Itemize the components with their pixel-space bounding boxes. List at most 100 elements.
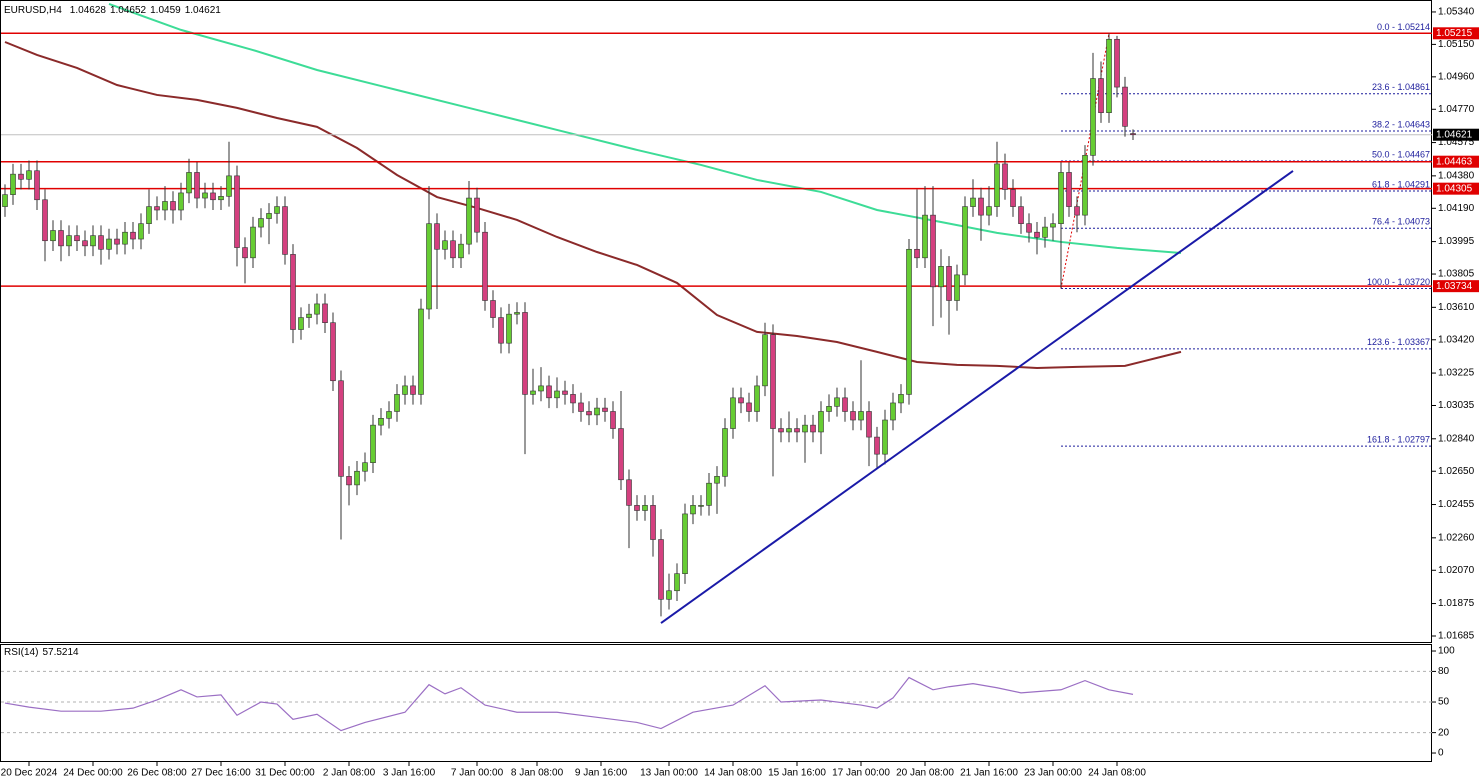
fib-label: 61.8 - 1.04291	[1372, 179, 1430, 189]
candle-body	[898, 394, 904, 404]
fib-label: 50.0 - 1.04467	[1372, 149, 1430, 159]
candle-body	[386, 411, 392, 419]
candle-body	[314, 303, 320, 315]
candle-body	[1130, 133, 1136, 136]
candle-body	[282, 206, 288, 255]
candle-body	[722, 428, 728, 477]
candle-body	[882, 419, 888, 455]
candle-body	[1018, 206, 1024, 224]
candle-body	[1042, 226, 1048, 238]
y-tick-label: 1.04380	[1438, 171, 1475, 182]
x-tick-label: 20 Dec 2024	[1, 768, 58, 779]
x-tick-label: 23 Jan 00:00	[1024, 768, 1082, 779]
candle-body	[874, 436, 880, 455]
candle-body	[394, 394, 400, 412]
candle-body	[794, 428, 800, 433]
candle-body	[602, 407, 608, 412]
candle-body	[922, 214, 928, 259]
candle-body	[714, 476, 720, 484]
candle-body	[522, 312, 528, 395]
x-tick-label: 24 Dec 00:00	[63, 768, 123, 779]
candle-body	[98, 235, 104, 250]
candle-body	[562, 390, 568, 395]
y-tick-label: 1.03225	[1438, 368, 1475, 379]
candle-body	[546, 385, 552, 399]
y-tick-label: 1.03610	[1438, 302, 1475, 313]
candle-body	[594, 407, 600, 416]
symbol: EURUSD,H4	[4, 5, 62, 16]
candle-body	[18, 173, 24, 180]
y-tick-label: 1.04960	[1438, 71, 1475, 82]
candle-body	[1114, 38, 1120, 88]
x-tick-label: 20 Jan 08:00	[896, 768, 954, 779]
x-tick-label: 21 Jan 16:00	[960, 768, 1018, 779]
rsi-tick-label: 100	[1438, 646, 1455, 657]
y-tick-label: 1.04190	[1438, 203, 1475, 214]
candle-body	[866, 411, 872, 438]
candle-body	[674, 573, 680, 592]
candle-body	[746, 402, 752, 412]
rsi-title: RSI(14)	[4, 647, 38, 658]
candle-body	[586, 411, 592, 416]
candle-body	[666, 590, 672, 600]
candle-body	[138, 223, 144, 240]
y-tick-label: 1.02070	[1438, 565, 1475, 576]
candle-body	[194, 172, 200, 199]
ohlc-open: 1.04628	[70, 5, 107, 16]
candle-body	[906, 248, 912, 395]
fib-label: 161.8 - 1.02797	[1367, 435, 1430, 445]
candle-body	[50, 230, 56, 242]
candle-body	[810, 424, 816, 433]
candle-body	[490, 300, 496, 318]
candle-body	[986, 206, 992, 216]
x-tick-label: 3 Jan 16:00	[383, 768, 436, 779]
ohlc-high: 1.04652	[110, 5, 147, 16]
moving-average	[4, 41, 1182, 369]
x-tick-label: 13 Jan 00:00	[640, 768, 698, 779]
fib-label: 123.6 - 1.03367	[1367, 337, 1430, 347]
candle-body	[362, 462, 368, 472]
candle-body	[570, 394, 576, 404]
y-tick-label: 1.04575	[1438, 137, 1475, 148]
x-tick-label: 24 Jan 08:00	[1088, 768, 1146, 779]
candle-body	[1122, 86, 1128, 127]
candle-body	[554, 390, 560, 399]
candle-body	[1074, 206, 1080, 216]
candle-body	[818, 411, 824, 433]
candle-body	[962, 206, 968, 276]
candle-body	[426, 223, 432, 310]
y-tick-label: 1.02260	[1438, 532, 1475, 543]
candle-body	[930, 214, 936, 288]
candle-body	[1050, 223, 1056, 228]
candle-body	[778, 428, 784, 433]
candle-body	[226, 175, 232, 197]
candle-body	[234, 175, 240, 248]
x-tick-label: 7 Jan 00:00	[451, 768, 504, 779]
candle-body	[738, 397, 744, 404]
candle-body	[306, 313, 312, 318]
candle-body	[970, 197, 976, 207]
y-tick-label: 1.05340	[1438, 7, 1475, 18]
price-tag	[1433, 27, 1479, 40]
candle-body	[130, 231, 136, 240]
candle-body	[538, 385, 544, 392]
candle-body	[322, 303, 328, 323]
candle-body	[842, 397, 848, 412]
candle-body	[10, 173, 16, 195]
candle-body	[474, 197, 480, 233]
current-price-label: 1.04621	[1436, 129, 1473, 140]
candle-body	[354, 470, 360, 486]
x-tick-label: 8 Jan 08:00	[511, 768, 564, 779]
y-tick-label: 1.02840	[1438, 433, 1475, 444]
candle-body	[634, 505, 640, 511]
candle-body	[514, 312, 520, 315]
candle-body	[1058, 172, 1064, 224]
candle-body	[946, 266, 952, 301]
x-tick-label: 14 Jan 08:00	[704, 768, 762, 779]
candle-body	[482, 231, 488, 301]
fib-label: 23.6 - 1.04861	[1372, 82, 1430, 92]
candle-body	[242, 247, 248, 259]
price-tag-label: 1.05215	[1436, 28, 1473, 39]
candle-body	[690, 505, 696, 515]
candle-body	[298, 317, 304, 330]
